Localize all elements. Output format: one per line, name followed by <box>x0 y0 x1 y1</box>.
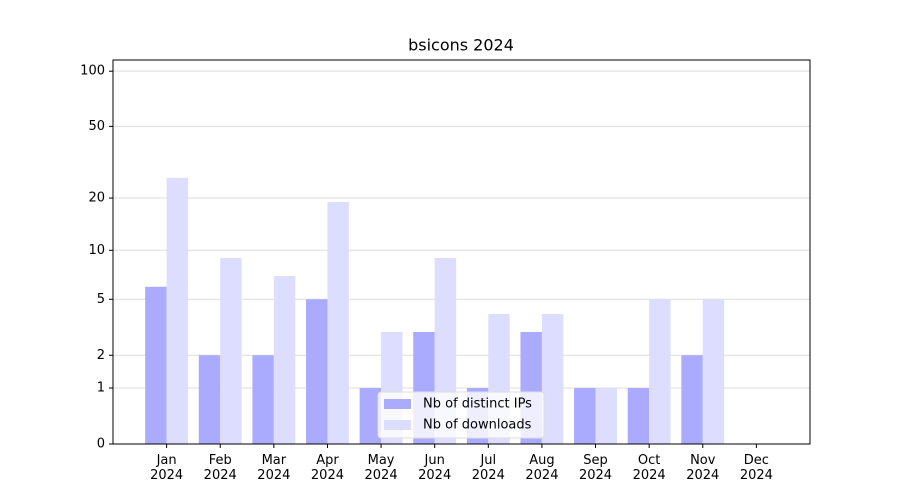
x-tick-label: Jan 2024 <box>150 453 184 483</box>
bar <box>166 177 189 444</box>
x-tick-label: Nov 2024 <box>686 453 720 483</box>
bar <box>574 388 596 444</box>
y-tick-label: 20 <box>88 191 105 206</box>
bar <box>145 286 167 444</box>
chart-title: bsicons 2024 <box>408 36 514 55</box>
legend-label: Nb of distinct IPs <box>423 397 532 412</box>
y-tick-label: 1 <box>97 381 105 396</box>
y-tick-label: 2 <box>97 348 105 363</box>
bar <box>306 299 328 444</box>
bar <box>359 388 382 444</box>
x-tick-label: Feb 2024 <box>203 453 237 483</box>
bar <box>702 299 725 444</box>
y-tick-label: 10 <box>88 243 105 258</box>
bar <box>595 388 617 444</box>
bar <box>541 313 564 444</box>
bar <box>220 257 242 444</box>
bar <box>327 202 349 444</box>
bar <box>681 355 703 444</box>
x-tick-label: Jun 2024 <box>418 453 452 483</box>
bar <box>627 388 650 444</box>
x-tick-label: Sep 2024 <box>578 453 613 483</box>
x-tick-label: May 2024 <box>364 453 398 483</box>
legend: Nb of distinct IPs Nb of downloads <box>377 391 545 439</box>
bar <box>649 299 671 444</box>
bar <box>252 355 274 444</box>
x-tick-label: Oct 2024 <box>632 453 666 483</box>
bar <box>273 276 296 444</box>
x-tick-label: Jul 2024 <box>471 453 505 483</box>
y-tick-label: 50 <box>88 119 105 134</box>
y-tick-label: 5 <box>97 292 105 307</box>
legend-swatch <box>384 420 411 430</box>
legend-label: Nb of downloads <box>423 418 532 433</box>
x-tick-label: Apr 2024 <box>310 453 344 483</box>
x-tick-label: Dec 2024 <box>739 453 773 483</box>
y-tick-label: 100 <box>80 64 105 79</box>
x-tick-label: Mar 2024 <box>257 453 291 483</box>
legend-box <box>377 391 545 439</box>
x-tick-label: Aug 2024 <box>525 453 559 483</box>
legend-swatch <box>384 399 411 409</box>
y-tick-label: 0 <box>97 437 105 452</box>
bar <box>198 355 221 444</box>
plot-frame <box>112 59 811 445</box>
